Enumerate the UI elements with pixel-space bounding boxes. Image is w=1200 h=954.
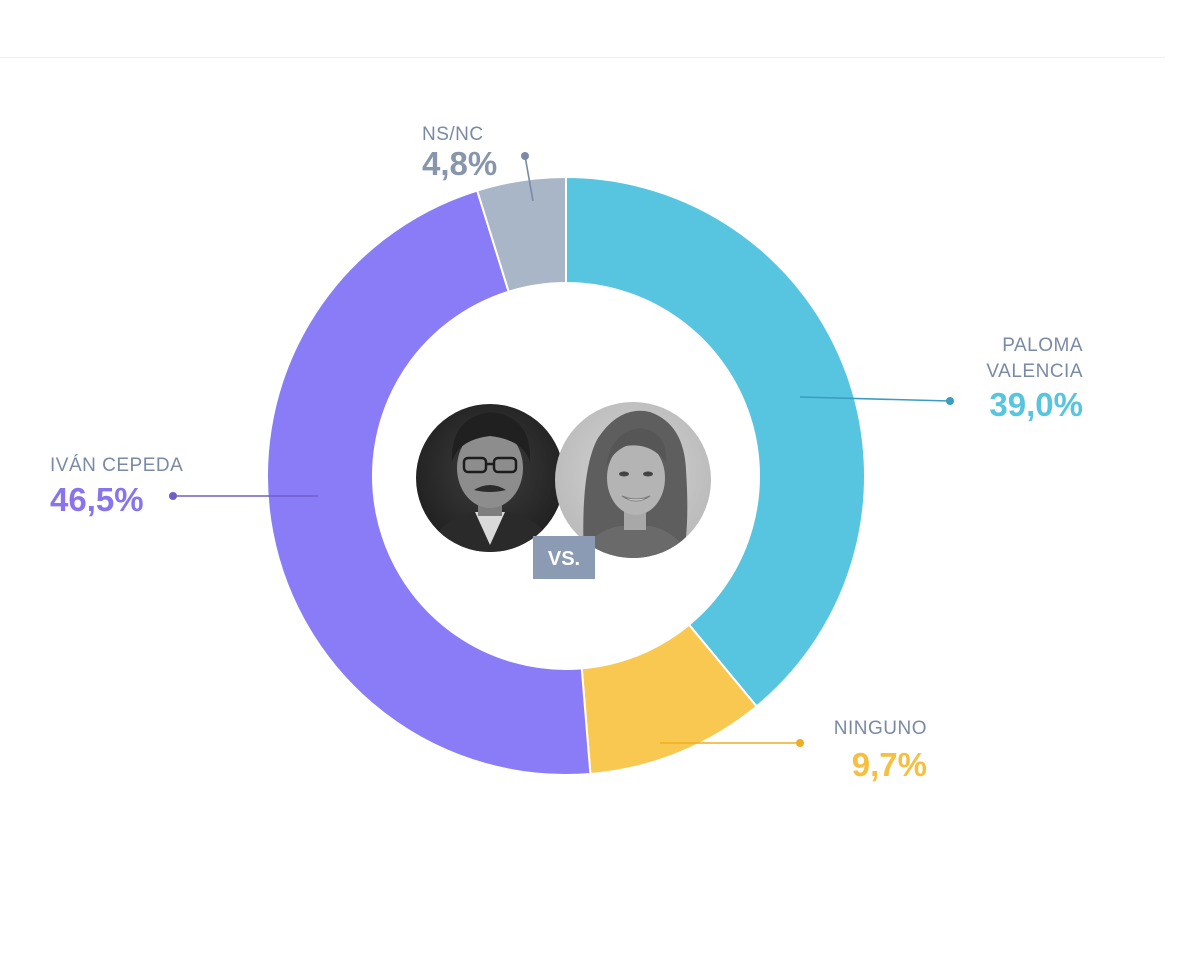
slice-labels: PALOMA VALENCIA 39,0% NINGUNO 9,7% IVÁN CEPED… <box>50 124 1083 783</box>
leader-lines <box>169 152 954 747</box>
leader-line-paloma <box>799 396 951 402</box>
slice-name-ninguno: NINGUNO <box>834 718 927 739</box>
portrait-paloma-valencia <box>555 402 711 558</box>
slice-value-nsnc: 4,8% <box>422 145 497 182</box>
leader-line-nsnc <box>524 155 534 202</box>
slice-name-paloma-1: PALOMA <box>1002 335 1083 356</box>
top-divider <box>0 57 1165 58</box>
slice-ivan <box>266 189 592 776</box>
leader-dot-ninguno <box>796 739 804 747</box>
slice-name-nsnc: NS/NC <box>422 124 484 145</box>
vs-badge: VS. <box>533 536 595 579</box>
slice-nsnc <box>475 175 567 293</box>
slice-paloma <box>565 175 866 708</box>
leader-dot-nsnc <box>521 152 529 160</box>
vs-label: VS. <box>548 548 580 570</box>
donut-slices <box>266 175 866 776</box>
slice-name-paloma-2: VALENCIA <box>986 361 1083 382</box>
slice-value-ninguno: 9,7% <box>852 746 927 783</box>
leader-dot-paloma <box>946 397 954 405</box>
slice-name-ivan: IVÁN CEPEDA <box>50 455 183 476</box>
slice-value-ivan: 46,5% <box>50 481 144 518</box>
leader-dot-ivan <box>169 492 177 500</box>
slice-value-paloma: 39,0% <box>989 386 1083 423</box>
